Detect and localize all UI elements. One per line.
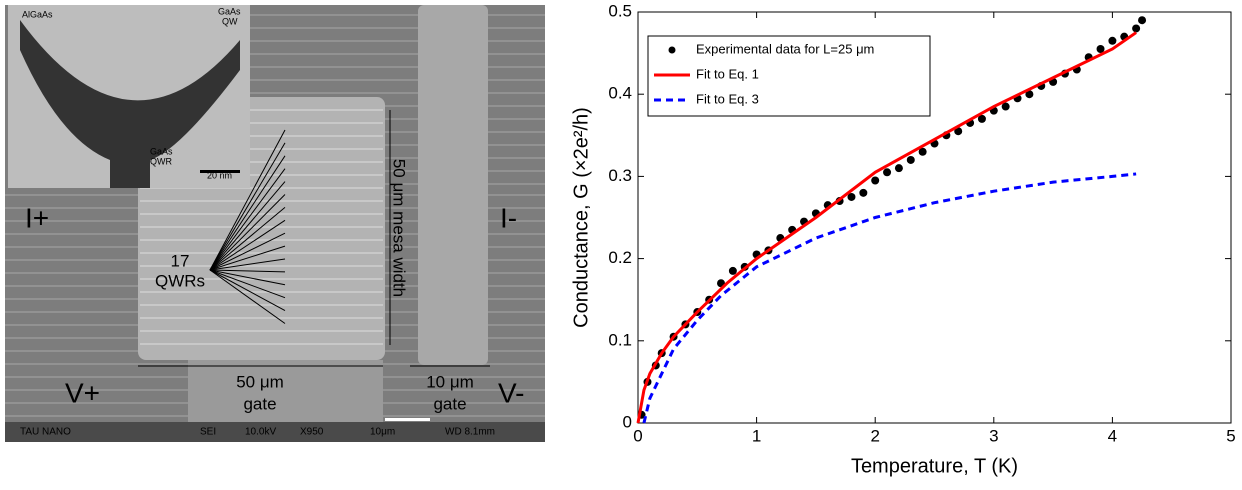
contact-label: V+ <box>65 377 100 408</box>
data-point <box>728 266 737 275</box>
arrow <box>209 245 286 271</box>
arrow <box>209 269 286 324</box>
inset-label: AlGaAs <box>22 9 53 19</box>
legend-label: Fit to Eq. 1 <box>696 66 759 81</box>
arrow <box>209 194 286 271</box>
arrow <box>209 232 286 271</box>
data-point <box>883 168 892 177</box>
fit-line <box>636 31 1137 424</box>
data-point <box>1096 44 1105 53</box>
data-point <box>1001 102 1010 111</box>
inset-label: GaAs <box>218 6 241 16</box>
data-point <box>1108 36 1117 45</box>
arrow <box>209 269 286 299</box>
y-tick-label: 0.2 <box>608 248 632 267</box>
info-bar <box>5 422 545 442</box>
inset-scale-bar <box>200 170 240 173</box>
gate-label: gate <box>243 394 276 413</box>
inset-wire <box>20 20 240 188</box>
x-tick-label: 0 <box>633 426 642 445</box>
gate-lead <box>188 360 383 422</box>
y-tick-label: 0.5 <box>608 1 632 20</box>
y-tick-label: 0.4 <box>608 84 632 103</box>
data-point <box>894 164 903 173</box>
inset-label: GaAs <box>150 146 173 156</box>
data-point <box>1138 16 1147 25</box>
gate-label: 50 μm <box>236 372 284 391</box>
gate-label: 10 μm <box>426 372 474 391</box>
gate-label: gate <box>433 394 466 413</box>
contact-label: I- <box>500 202 517 233</box>
contact-label: I+ <box>25 202 49 233</box>
arrow <box>209 181 286 271</box>
arrow <box>209 142 286 271</box>
info-text: 10.0kV <box>245 427 276 438</box>
data-point <box>871 176 880 185</box>
arrow <box>209 219 286 271</box>
arrow <box>209 258 286 271</box>
legend-label: Fit to Eq. 3 <box>696 91 759 106</box>
data-point <box>859 188 868 197</box>
chart: 0 1 2 3 4 5 0 0.1 0.2 0.3 0.4 0.5 Temperature, T (K)… <box>570 1 1235 477</box>
y-tick-label: 0.1 <box>608 330 632 349</box>
info-text: X950 <box>300 427 324 438</box>
x-tick-label: 4 <box>1108 426 1117 445</box>
arrow <box>209 207 286 271</box>
data-point <box>847 192 856 201</box>
data-point <box>918 147 927 156</box>
x-tick-label: 3 <box>989 426 998 445</box>
narrow-gate <box>418 5 488 365</box>
arrow <box>209 269 286 273</box>
legend-marker <box>668 46 676 54</box>
mesa-label: 50 μm mesa width <box>390 159 409 297</box>
info-text: WD 8.1mm <box>445 427 495 438</box>
data-point <box>906 155 915 164</box>
y-tick-label: 0.3 <box>608 166 632 185</box>
legend-box <box>647 35 931 117</box>
data-point <box>1132 24 1141 33</box>
arrow <box>209 155 286 271</box>
fit-line <box>642 172 1137 424</box>
scale-bar <box>385 418 430 421</box>
y-axis-label: Conductance, G (×2e²/h) <box>570 107 592 328</box>
info-text: 10μm <box>370 427 395 438</box>
x-tick-label: 5 <box>1226 426 1235 445</box>
contact-label: V- <box>498 377 524 408</box>
arrow <box>209 269 286 312</box>
data-point <box>1025 90 1034 99</box>
arrow <box>209 168 286 271</box>
x-tick-label: 2 <box>870 426 879 445</box>
micrograph: AlGaAs GaAs QW GaAs QWR 20 nm I+ I- V+ V… <box>5 5 545 442</box>
info-texts: TAU NANO SEI 10.0kV X950 10μm WD 8.1mm <box>20 427 495 438</box>
info-text: TAU NANO <box>20 427 71 438</box>
arrow <box>209 129 286 271</box>
x-tick-label: 1 <box>752 426 761 445</box>
inset-label: 20 nm <box>207 170 232 180</box>
data-point <box>954 127 963 136</box>
wires-label: QWRs <box>155 271 205 290</box>
x-axis-label: Temperature, T (K) <box>851 455 1018 477</box>
data-point <box>977 114 986 123</box>
y-tick-label: 0 <box>623 412 632 431</box>
arrow <box>209 269 286 286</box>
info-text: SEI <box>200 427 216 438</box>
wires-label: 17 <box>171 251 190 270</box>
legend-label: Experimental data for L=25 μm <box>696 41 874 56</box>
inset-label: QW <box>222 16 238 26</box>
inset-label: QWR <box>150 156 172 166</box>
wire-arrows <box>209 129 286 324</box>
